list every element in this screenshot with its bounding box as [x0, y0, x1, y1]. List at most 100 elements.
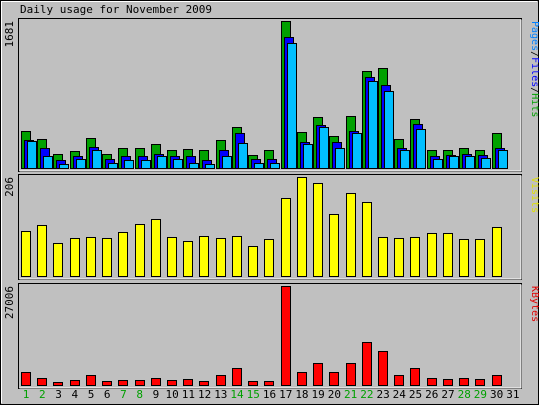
day-label-21: 21 [344, 388, 357, 401]
bar-pages-day-2 [43, 156, 53, 169]
day-label-12: 12 [198, 388, 211, 401]
day-label-5: 5 [88, 388, 95, 401]
bar-visits-day-30 [492, 227, 502, 277]
bar-pages-day-26 [433, 159, 443, 169]
bar-pages-day-13 [222, 156, 232, 169]
bar-pages-day-28 [465, 156, 475, 169]
bar-pages-day-17 [287, 43, 297, 169]
bar-kbytes-day-12 [199, 381, 209, 386]
bar-pages-day-21 [352, 133, 362, 169]
day-label-24: 24 [393, 388, 407, 401]
legend-entry: / [529, 51, 539, 57]
day-label-22: 22 [360, 388, 373, 401]
panel-highlight [19, 284, 522, 389]
bar-pages-day-18 [303, 144, 313, 169]
day-label-3: 3 [55, 388, 62, 401]
day-label-19: 19 [312, 388, 325, 401]
bar-kbytes-day-2 [37, 378, 47, 386]
day-label-31: 31 [506, 388, 519, 401]
bar-kbytes-day-19 [313, 363, 323, 386]
panel-hits-files-pages: 1681 Pages/Files/Hits [3, 18, 539, 172]
bar-visits-day-4 [70, 238, 80, 277]
bar-visits-day-13 [216, 238, 226, 277]
bar-pages-day-8 [141, 160, 151, 169]
bar-kbytes-day-1 [21, 372, 31, 386]
bar-pages-day-23 [384, 91, 394, 169]
legend-entry: Files [529, 57, 539, 87]
bar-pages-day-10 [173, 159, 183, 169]
bar-pages-day-1 [27, 141, 37, 169]
day-label-30: 30 [490, 388, 503, 401]
bar-kbytes-day-14 [232, 368, 242, 386]
bar-pages-day-15 [254, 163, 264, 169]
bar-visits-day-5 [86, 237, 96, 277]
bar-pages-day-14 [238, 143, 248, 169]
bar-pages-day-11 [189, 163, 199, 169]
bar-visits-day-7 [118, 232, 128, 277]
day-label-20: 20 [328, 388, 341, 401]
bar-kbytes-day-20 [329, 372, 339, 386]
bar-kbytes-day-27 [443, 379, 453, 386]
bar-kbytes-day-22 [362, 342, 372, 386]
bar-pages-day-19 [319, 127, 329, 169]
chart-title: Daily usage for November 2009 [20, 3, 213, 16]
bar-kbytes-day-30 [492, 375, 502, 386]
legend-entry: KBytes [529, 286, 539, 322]
day-label-18: 18 [295, 388, 308, 401]
day-label-23: 23 [376, 388, 389, 401]
bar-kbytes-day-16 [264, 381, 274, 386]
bar-pages-day-16 [270, 163, 280, 169]
bar-visits-day-26 [427, 233, 437, 277]
day-label-8: 8 [136, 388, 143, 401]
bar-visits-day-29 [475, 239, 485, 277]
panel-frame [18, 283, 522, 389]
bar-visits-day-18 [297, 177, 307, 277]
bar-visits-day-22 [362, 202, 372, 277]
bar-visits-day-12 [199, 236, 209, 277]
day-label-26: 26 [425, 388, 438, 401]
day-label-9: 9 [153, 388, 160, 401]
bar-kbytes-day-5 [86, 375, 96, 386]
bar-kbytes-day-29 [475, 379, 485, 386]
bar-kbytes-day-25 [410, 368, 420, 386]
day-label-29: 29 [474, 388, 487, 401]
day-label-28: 28 [458, 388, 471, 401]
bar-visits-day-19 [313, 183, 323, 277]
bar-pages-day-20 [335, 148, 345, 169]
panel-max-label: 1681 [3, 21, 16, 48]
day-label-1: 1 [23, 388, 30, 401]
bar-visits-day-15 [248, 246, 258, 277]
day-label-10: 10 [166, 388, 179, 401]
bar-kbytes-day-8 [135, 380, 145, 386]
panel-highlight [19, 19, 522, 172]
bar-kbytes-day-18 [297, 372, 307, 386]
bar-visits-day-14 [232, 236, 242, 277]
bar-visits-day-6 [102, 238, 112, 277]
legend-entry: / [529, 87, 539, 93]
bar-kbytes-day-15 [248, 381, 258, 386]
bar-visits-day-11 [183, 241, 193, 277]
bar-visits-day-10 [167, 237, 177, 277]
panel-frame [18, 18, 522, 172]
bar-visits-day-21 [346, 193, 356, 277]
day-label-2: 2 [39, 388, 46, 401]
legend-entry: Hits [529, 93, 539, 117]
bar-visits-day-24 [394, 238, 404, 277]
bar-kbytes-day-21 [346, 363, 356, 386]
bar-kbytes-day-23 [378, 351, 388, 386]
bar-visits-day-9 [151, 219, 161, 277]
panel-visits: 206 Visits [3, 174, 539, 280]
bar-visits-day-28 [459, 239, 469, 277]
bar-kbytes-day-3 [53, 382, 63, 386]
day-label-17: 17 [279, 388, 292, 401]
panel-legend: Pages/Files/Hits [529, 21, 539, 117]
day-label-27: 27 [441, 388, 454, 401]
legend-entry: Visits [529, 177, 539, 213]
bar-kbytes-day-24 [394, 375, 404, 386]
day-label-11: 11 [182, 388, 195, 401]
day-label-14: 14 [230, 388, 244, 401]
bar-pages-day-12 [205, 164, 215, 169]
bar-kbytes-day-26 [427, 378, 437, 386]
bar-pages-day-4 [76, 159, 86, 169]
